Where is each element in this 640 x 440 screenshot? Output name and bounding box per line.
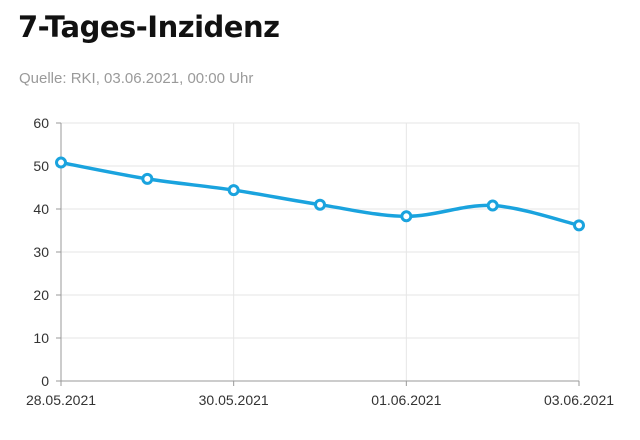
axes bbox=[56, 122, 580, 386]
y-tick-label: 60 bbox=[33, 115, 49, 131]
tick-labels: 0 10 20 30 40 50 60 28.05.2021 30.05.2021 01.06.2… bbox=[26, 115, 614, 408]
chart-title: 7-Tages-Inzidenz bbox=[18, 10, 280, 44]
y-tick-label: 0 bbox=[41, 373, 49, 389]
y-tick-label: 20 bbox=[33, 287, 49, 303]
data-point-0 bbox=[55, 156, 67, 169]
data-point-6 bbox=[573, 219, 585, 232]
x-tick-label: 01.06.2021 bbox=[371, 392, 441, 408]
data-point-2 bbox=[227, 184, 240, 197]
source-note: Quelle: RKI, 03.06.2021, 00:00 Uhr bbox=[19, 70, 254, 87]
series-line bbox=[59, 160, 581, 228]
data-point-1 bbox=[141, 172, 154, 185]
data-point-4 bbox=[400, 210, 413, 223]
x-tick-label: 30.05.2021 bbox=[199, 392, 269, 408]
data-point-3 bbox=[314, 198, 326, 211]
series-incidence bbox=[55, 156, 585, 232]
y-tick-label: 50 bbox=[33, 158, 49, 174]
x-tick-label: 03.06.2021 bbox=[544, 392, 614, 408]
y-tick-label: 30 bbox=[33, 244, 49, 260]
y-tick-label: 40 bbox=[33, 201, 49, 217]
grid-lines bbox=[61, 122, 580, 381]
data-point-5 bbox=[486, 199, 499, 212]
y-tick-label: 10 bbox=[33, 330, 49, 346]
x-tick-label: 28.05.2021 bbox=[26, 392, 96, 408]
